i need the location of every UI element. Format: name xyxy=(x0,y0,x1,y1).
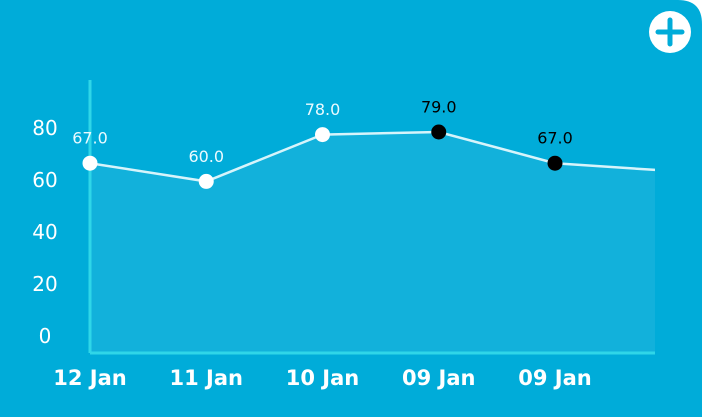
y-tick-label: 80 xyxy=(32,116,57,140)
plot xyxy=(90,130,655,353)
x-tick-label: 10 Jan xyxy=(286,366,359,390)
value-label: 79.0 xyxy=(421,98,457,117)
point xyxy=(315,127,330,143)
add-button-plus[interactable] xyxy=(655,17,685,47)
value-label: 67.0 xyxy=(72,129,108,148)
x-tick-label: 09 Jan xyxy=(402,366,475,390)
y-tick-label: 20 xyxy=(32,272,57,296)
x-tick-label: 12 Jan xyxy=(53,366,126,390)
point xyxy=(431,124,447,140)
point xyxy=(547,155,563,171)
add-button[interactable] xyxy=(649,11,691,53)
line xyxy=(90,130,655,183)
y-tick-label: 0 xyxy=(39,324,52,348)
value-label: 67.0 xyxy=(537,129,573,148)
y-tick-label: 40 xyxy=(32,220,57,244)
value-label: 60.0 xyxy=(188,147,224,166)
y-tick-label: 60 xyxy=(32,168,57,192)
point xyxy=(82,155,98,171)
x-tick-label: 11 Jan xyxy=(170,366,243,390)
area xyxy=(90,132,655,353)
value-label: 78.0 xyxy=(305,100,341,119)
point xyxy=(198,173,214,189)
x-tick-label: 09 Jan xyxy=(518,366,591,390)
